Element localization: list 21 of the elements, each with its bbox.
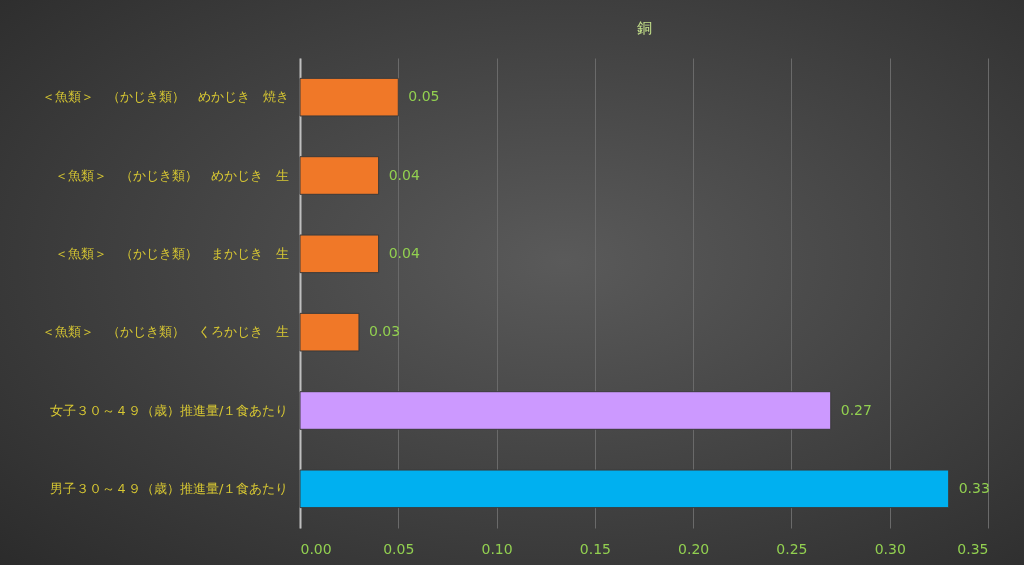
- x-tick-label: 0.35: [957, 540, 989, 557]
- data-label: 0.05: [408, 88, 440, 105]
- data-label: 0.27: [840, 401, 872, 418]
- x-tick-label: 0.10: [481, 540, 513, 557]
- x-tick-label: 0.15: [579, 540, 611, 557]
- data-label: 0.03: [368, 323, 401, 340]
- chart-title: 銅: [636, 19, 652, 37]
- data-label: 0.04: [388, 244, 420, 261]
- x-tick-label: 0.20: [678, 540, 710, 557]
- x-tick-label: 0.05: [383, 540, 415, 557]
- y-tick-label: ＜魚類＞ （かじき類） めかじき 焼き: [41, 89, 289, 105]
- data-label: 0.04: [388, 166, 420, 183]
- x-tick-label: 0.00: [300, 540, 332, 557]
- x-tick-label: 0.25: [776, 540, 808, 557]
- y-tick-label: 男子３０～４９（歳）推進量/１食あたり: [50, 480, 289, 496]
- y-tick-label: ＜魚類＞ （かじき類） まかじき 生: [54, 245, 289, 261]
- data-label: 0.33: [958, 479, 990, 496]
- x-tick-label: 0.30: [874, 540, 906, 557]
- y-tick-label: ＜魚類＞ （かじき類） めかじき 生: [54, 167, 289, 183]
- y-tick-label: 女子３０～４９（歳）推進量/１食あたり: [50, 402, 289, 418]
- y-tick-label: ＜魚類＞ （かじき類） くろかじき 生: [41, 324, 289, 340]
